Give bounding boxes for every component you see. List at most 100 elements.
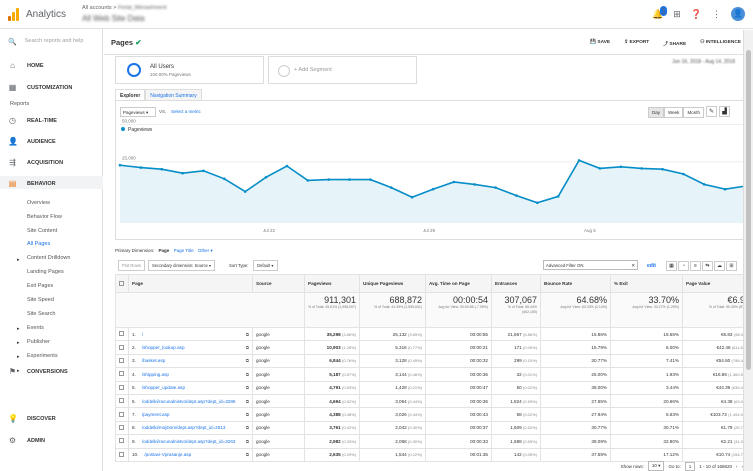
checkbox[interactable] <box>119 398 124 404</box>
source-cell[interactable]: google <box>252 420 305 436</box>
open-link-icon[interactable]: ⧉ <box>245 412 249 418</box>
goto-input[interactable]: 1 <box>684 461 696 471</box>
open-link-icon[interactable]: ⧉ <box>245 345 249 351</box>
row-checkbox[interactable] <box>115 326 129 342</box>
dimension-page-title[interactable]: Page Title <box>173 248 194 253</box>
sidebar-behavior-item[interactable]: Exit Pages <box>27 283 54 289</box>
table-row[interactable]: 10./postavi-Vprasanje.asp ⧉ google 2,635 (0… <box>115 447 753 462</box>
page-link[interactable]: /payment.asp <box>141 412 170 418</box>
checkbox[interactable] <box>119 280 124 286</box>
sidebar-item-behavior[interactable]: ▤ BEHAVIOR <box>8 179 56 188</box>
checkbox[interactable] <box>119 438 124 444</box>
sidebar-behavior-item[interactable]: Content Drilldown <box>27 255 71 261</box>
sidebar-search[interactable]: 🔍 Search reports and help <box>8 38 83 46</box>
period-day-button[interactable]: Day <box>648 107 665 118</box>
data-point[interactable] <box>702 183 706 186</box>
column-page-value[interactable]: Page Value <box>682 274 753 293</box>
sidebar-behavior-item[interactable]: All Pages <box>27 241 51 247</box>
source-cell[interactable]: google <box>252 353 305 369</box>
open-link-icon[interactable]: ⧉ <box>245 425 249 431</box>
page-link[interactable]: /oddelki/racunalnistvo/dept.asp?dept_id=… <box>141 438 236 444</box>
show-rows-select[interactable]: 10 ▾ <box>647 461 665 471</box>
page-link[interactable]: /shipping.asp <box>141 371 169 377</box>
select-all-checkbox[interactable] <box>115 274 129 293</box>
data-point[interactable] <box>369 178 372 181</box>
date-range-picker[interactable]: Jun 16, 2018 - Aug 14, 2018 <box>672 59 735 65</box>
column-avg-time[interactable]: Avg. Time on Page <box>425 274 492 293</box>
column-source[interactable]: Source <box>252 274 305 293</box>
checkbox[interactable] <box>119 331 124 337</box>
column-entrances[interactable]: Entrances <box>491 274 541 293</box>
open-link-icon[interactable]: ⧉ <box>245 452 249 458</box>
table-row[interactable]: 8. /oddelki/mojDom/dept.asp?dept_id=2513 ⧉… <box>115 420 753 436</box>
sidebar-item-admin[interactable]: ⚙ ADMIN <box>8 436 45 445</box>
percentage-view-icon[interactable]: ◔ <box>678 261 689 271</box>
column-pageviews[interactable]: Pageviews <box>304 274 360 293</box>
data-point[interactable] <box>515 194 518 197</box>
close-icon[interactable]: ✕ <box>631 263 635 268</box>
open-link-icon[interactable]: ⧉ <box>245 385 249 391</box>
edit-filter-link[interactable]: edit <box>647 263 656 269</box>
data-point[interactable] <box>577 159 581 162</box>
data-point[interactable] <box>431 187 435 191</box>
page-link[interactable]: /oddelki/racunalnistvo/dept.asp?dept_id=… <box>141 398 236 404</box>
data-point[interactable] <box>682 172 685 176</box>
data-point[interactable] <box>598 167 602 170</box>
data-point[interactable] <box>118 163 122 167</box>
sidebar-behavior-item[interactable]: Events <box>27 325 44 331</box>
checkbox[interactable] <box>119 411 124 417</box>
table-row[interactable]: 7./payment.asp ⧉ google 4,388 (0.48%) 3,026 … <box>115 407 753 422</box>
data-point[interactable] <box>410 195 414 199</box>
row-checkbox[interactable] <box>115 434 129 449</box>
search-input[interactable]: Search reports and help <box>24 38 84 44</box>
checkbox[interactable] <box>119 451 124 457</box>
data-point[interactable] <box>661 167 664 171</box>
tab-explorer[interactable]: Explorer <box>115 89 146 102</box>
data-point[interactable] <box>139 166 143 169</box>
data-point[interactable] <box>640 167 643 170</box>
row-checkbox[interactable] <box>115 367 129 382</box>
property-view-selector[interactable]: All Web Site Data <box>82 14 145 23</box>
source-cell[interactable]: google <box>252 340 305 355</box>
data-point[interactable] <box>536 201 539 205</box>
plot-rows-button[interactable]: Plot Rows <box>118 260 145 271</box>
metric-select[interactable]: Pageviews ▾ <box>120 107 156 117</box>
row-checkbox[interactable] <box>115 353 129 369</box>
data-point[interactable] <box>243 190 247 193</box>
open-link-icon[interactable]: ⧉ <box>245 398 249 404</box>
data-point[interactable] <box>223 177 226 181</box>
table-view-icon[interactable]: ▦ <box>666 261 677 271</box>
data-point[interactable] <box>723 187 727 191</box>
row-checkbox[interactable] <box>115 447 129 462</box>
sidebar-behavior-item[interactable]: Landing Pages <box>27 269 64 275</box>
table-row[interactable]: 3./basket.asp ⧉ google 6,844 (0.76%) 3,128 (… <box>115 353 753 369</box>
secondary-dimension-select[interactable]: Secondary dimension: Source ▾ <box>148 260 216 271</box>
row-checkbox[interactable] <box>115 380 129 395</box>
tab-navigation-summary[interactable]: Navigation Summary <box>145 89 202 102</box>
open-link-icon[interactable]: ⧉ <box>245 438 249 444</box>
prev-page-icon[interactable]: ‹ <box>736 463 738 469</box>
source-cell[interactable]: google <box>252 407 305 422</box>
sidebar-item-acquisition[interactable]: ⇶ ACQUISITION <box>8 158 63 167</box>
add-segment-button[interactable]: + Add Segment <box>268 56 417 84</box>
sidebar-item-discover[interactable]: 💡 DISCOVER <box>8 414 56 423</box>
open-link-icon[interactable]: ⧉ <box>245 358 249 364</box>
row-checkbox[interactable] <box>115 407 129 422</box>
help-icon[interactable]: ❓ <box>690 8 702 19</box>
data-point[interactable] <box>285 164 289 168</box>
table-row[interactable]: 5./shopper_update.asp ⧉ google 4,791 (0.53%… <box>115 380 753 395</box>
data-point[interactable] <box>181 171 184 175</box>
export-button[interactable]: ⇪ EXPORT <box>624 40 650 45</box>
source-cell[interactable]: google <box>252 380 305 395</box>
data-point[interactable] <box>202 169 205 173</box>
data-point[interactable] <box>473 183 477 186</box>
advanced-filter-input[interactable]: Advanced Filter ON ✕ <box>543 260 638 270</box>
sidebar-item-conversions[interactable]: ⚑ CONVERSIONS <box>8 367 68 376</box>
row-checkbox[interactable] <box>115 420 129 436</box>
row-checkbox[interactable] <box>115 340 129 355</box>
data-point[interactable] <box>452 180 456 184</box>
sort-type-select[interactable]: Default ▾ <box>253 260 278 271</box>
page-link[interactable]: /shopper_lookup.asp <box>141 345 185 351</box>
sidebar-behavior-item[interactable]: Site Search <box>27 311 56 317</box>
period-week-button[interactable]: Week <box>664 107 684 118</box>
